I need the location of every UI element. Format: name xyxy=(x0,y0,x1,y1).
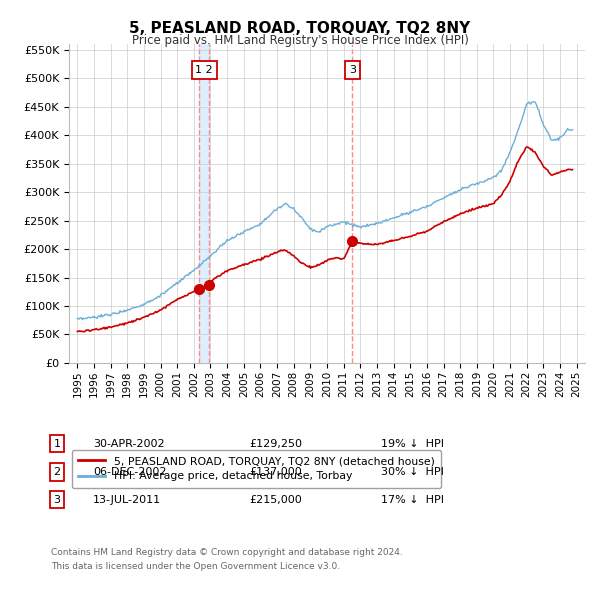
Text: £215,000: £215,000 xyxy=(249,495,302,504)
Text: 17% ↓  HPI: 17% ↓ HPI xyxy=(381,495,444,504)
Text: 3: 3 xyxy=(349,65,356,75)
Text: 3: 3 xyxy=(53,495,61,504)
Bar xyxy=(199,44,209,363)
Text: 1 2: 1 2 xyxy=(196,65,213,75)
Text: Price paid vs. HM Land Registry's House Price Index (HPI): Price paid vs. HM Land Registry's House … xyxy=(131,34,469,47)
Text: £129,250: £129,250 xyxy=(249,439,302,448)
Text: 2: 2 xyxy=(53,467,61,477)
Legend: 5, PEASLAND ROAD, TORQUAY, TQ2 8NY (detached house), HPI: Average price, detache: 5, PEASLAND ROAD, TORQUAY, TQ2 8NY (deta… xyxy=(72,450,442,488)
Text: 30% ↓  HPI: 30% ↓ HPI xyxy=(381,467,444,477)
Text: 06-DEC-2002: 06-DEC-2002 xyxy=(93,467,167,477)
Text: £137,000: £137,000 xyxy=(249,467,302,477)
Text: Contains HM Land Registry data © Crown copyright and database right 2024.: Contains HM Land Registry data © Crown c… xyxy=(51,548,403,556)
Text: 5, PEASLAND ROAD, TORQUAY, TQ2 8NY: 5, PEASLAND ROAD, TORQUAY, TQ2 8NY xyxy=(130,21,470,35)
Text: 13-JUL-2011: 13-JUL-2011 xyxy=(93,495,161,504)
Text: 30-APR-2002: 30-APR-2002 xyxy=(93,439,164,448)
Text: This data is licensed under the Open Government Licence v3.0.: This data is licensed under the Open Gov… xyxy=(51,562,340,571)
Text: 1: 1 xyxy=(53,439,61,448)
Text: 19% ↓  HPI: 19% ↓ HPI xyxy=(381,439,444,448)
